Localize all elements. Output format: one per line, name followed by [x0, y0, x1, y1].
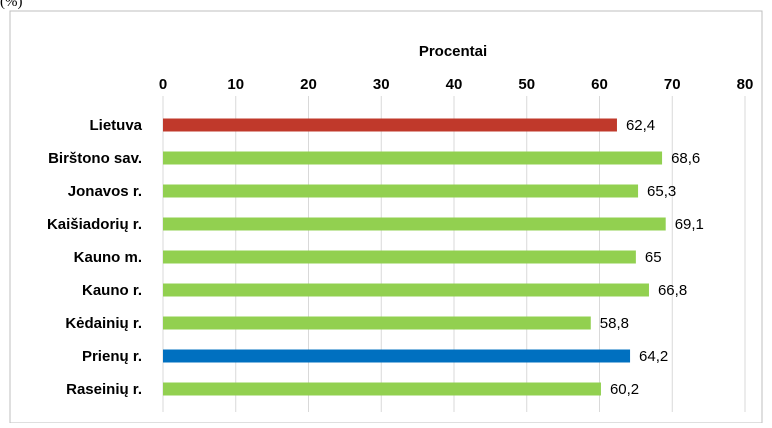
bar [163, 184, 639, 198]
x-tick-label: 40 [446, 76, 463, 93]
category-label: Birštono sav. [48, 150, 142, 167]
category-label: Kauno m. [74, 249, 142, 266]
x-tick-label: 20 [300, 76, 317, 93]
category-label: Kėdainių r. [65, 315, 142, 332]
x-tick-label: 80 [737, 76, 754, 93]
category-label: Jonavos r. [68, 183, 142, 200]
value-label: 65,3 [647, 183, 676, 200]
value-label: 66,8 [658, 282, 687, 299]
bar [163, 118, 617, 132]
x-tick-label: 60 [591, 76, 608, 93]
x-tick-label: 0 [159, 76, 167, 93]
value-label: 68,6 [671, 150, 700, 167]
value-label: 64,2 [639, 348, 668, 365]
x-tick-label: 70 [664, 76, 681, 93]
category-label: Kauno r. [82, 282, 142, 299]
bar [163, 382, 601, 396]
value-label: 69,1 [675, 216, 704, 233]
category-label: Kaišiadorių r. [47, 216, 142, 233]
category-label: Prienų r. [82, 348, 142, 365]
x-axis-title: Procentai [419, 43, 487, 60]
x-tick-labels: 0 10 20 30 40 50 60 70 80 [159, 76, 754, 93]
value-label: 65 [645, 249, 662, 266]
category-label: Raseinių r. [66, 381, 142, 398]
bar [163, 151, 663, 165]
bar [163, 250, 636, 264]
bar [163, 349, 631, 363]
value-label: 62,4 [626, 117, 655, 134]
unit-fragment: (%) [0, 0, 23, 10]
category-label: Lietuva [89, 117, 142, 134]
x-tick-label: 10 [227, 76, 244, 93]
bar [163, 217, 666, 231]
bars [163, 118, 666, 396]
x-tick-label: 50 [518, 76, 535, 93]
x-tick-label: 30 [373, 76, 390, 93]
value-label: 60,2 [610, 381, 639, 398]
value-label: 58,8 [600, 315, 629, 332]
bar [163, 283, 649, 297]
bar [163, 316, 591, 330]
category-labels: Lietuva Birštono sav. Jonavos r. Kaišiadori… [47, 117, 143, 398]
value-labels: 62,4 68,6 65,3 69,1 65 66,8 58,8 64,260,2 [600, 117, 704, 398]
